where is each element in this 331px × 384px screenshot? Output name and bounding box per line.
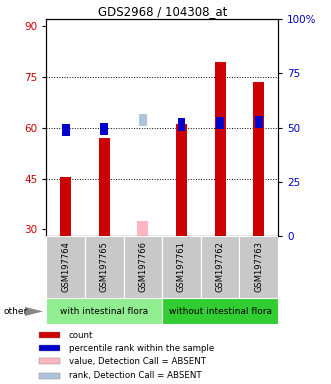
Text: GSM197765: GSM197765 (100, 242, 109, 292)
Polygon shape (25, 307, 43, 316)
Text: percentile rank within the sample: percentile rank within the sample (69, 344, 214, 353)
Bar (178, 118, 185, 131)
Bar (255, 116, 262, 128)
Bar (176, 124, 187, 236)
Bar (39, 332, 60, 338)
Text: value, Detection Call = ABSENT: value, Detection Call = ABSENT (69, 357, 206, 366)
Bar (39, 358, 60, 364)
Title: GDS2968 / 104308_at: GDS2968 / 104308_at (98, 5, 227, 18)
Bar (99, 138, 110, 236)
Text: count: count (69, 331, 93, 340)
Bar (39, 345, 60, 351)
Text: other: other (3, 307, 27, 316)
Bar (162, 298, 278, 324)
Bar (46, 236, 85, 298)
Bar (201, 236, 239, 298)
Bar (39, 373, 60, 379)
Text: without intestinal flora: without intestinal flora (168, 306, 272, 316)
Bar (215, 61, 225, 236)
Text: GSM197761: GSM197761 (177, 242, 186, 292)
Bar (60, 177, 71, 236)
Text: GSM197762: GSM197762 (215, 242, 225, 292)
Bar (216, 117, 224, 129)
Bar (85, 236, 123, 298)
Text: GSM197766: GSM197766 (138, 242, 147, 292)
Bar (162, 236, 201, 298)
Text: with intestinal flora: with intestinal flora (60, 306, 148, 316)
Bar (253, 82, 264, 236)
Bar (123, 236, 162, 298)
Bar (100, 122, 108, 135)
Text: GSM197763: GSM197763 (254, 242, 263, 292)
Bar (46, 298, 162, 324)
Bar (139, 114, 147, 126)
Bar (239, 236, 278, 298)
Bar (137, 221, 148, 236)
Text: rank, Detection Call = ABSENT: rank, Detection Call = ABSENT (69, 371, 202, 380)
Text: GSM197764: GSM197764 (61, 242, 70, 292)
Bar (62, 124, 70, 136)
